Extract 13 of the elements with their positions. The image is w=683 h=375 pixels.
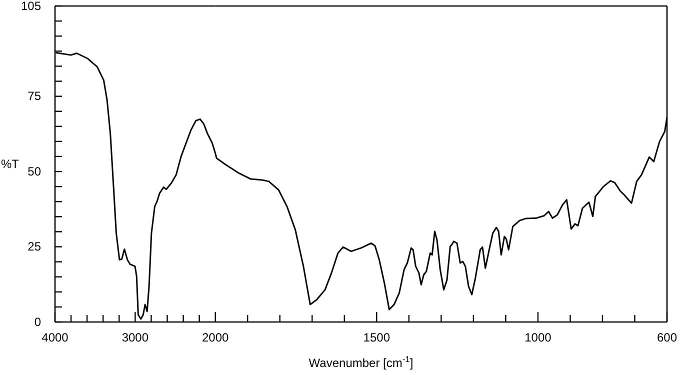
x-tick-label: 2000	[202, 330, 230, 345]
x-tick-label: 4000	[42, 330, 69, 345]
x-tick-label: 1000	[524, 330, 552, 345]
y-tick-label: 75	[28, 89, 42, 104]
x-tick-label: 1500	[363, 330, 390, 345]
y-axis-title: %T	[1, 157, 20, 171]
x-axis-title: Wavenumber [cm$^{-1}$]	[308, 354, 414, 370]
y-tick-label: 0	[34, 314, 42, 329]
y-tick-label: 105	[20, 0, 42, 13]
y-tick-label: 50	[28, 164, 42, 178]
x-tick-label: 3000	[122, 330, 149, 345]
x-tick-label: 600	[656, 330, 678, 345]
y-tick-label: 25	[28, 240, 42, 254]
